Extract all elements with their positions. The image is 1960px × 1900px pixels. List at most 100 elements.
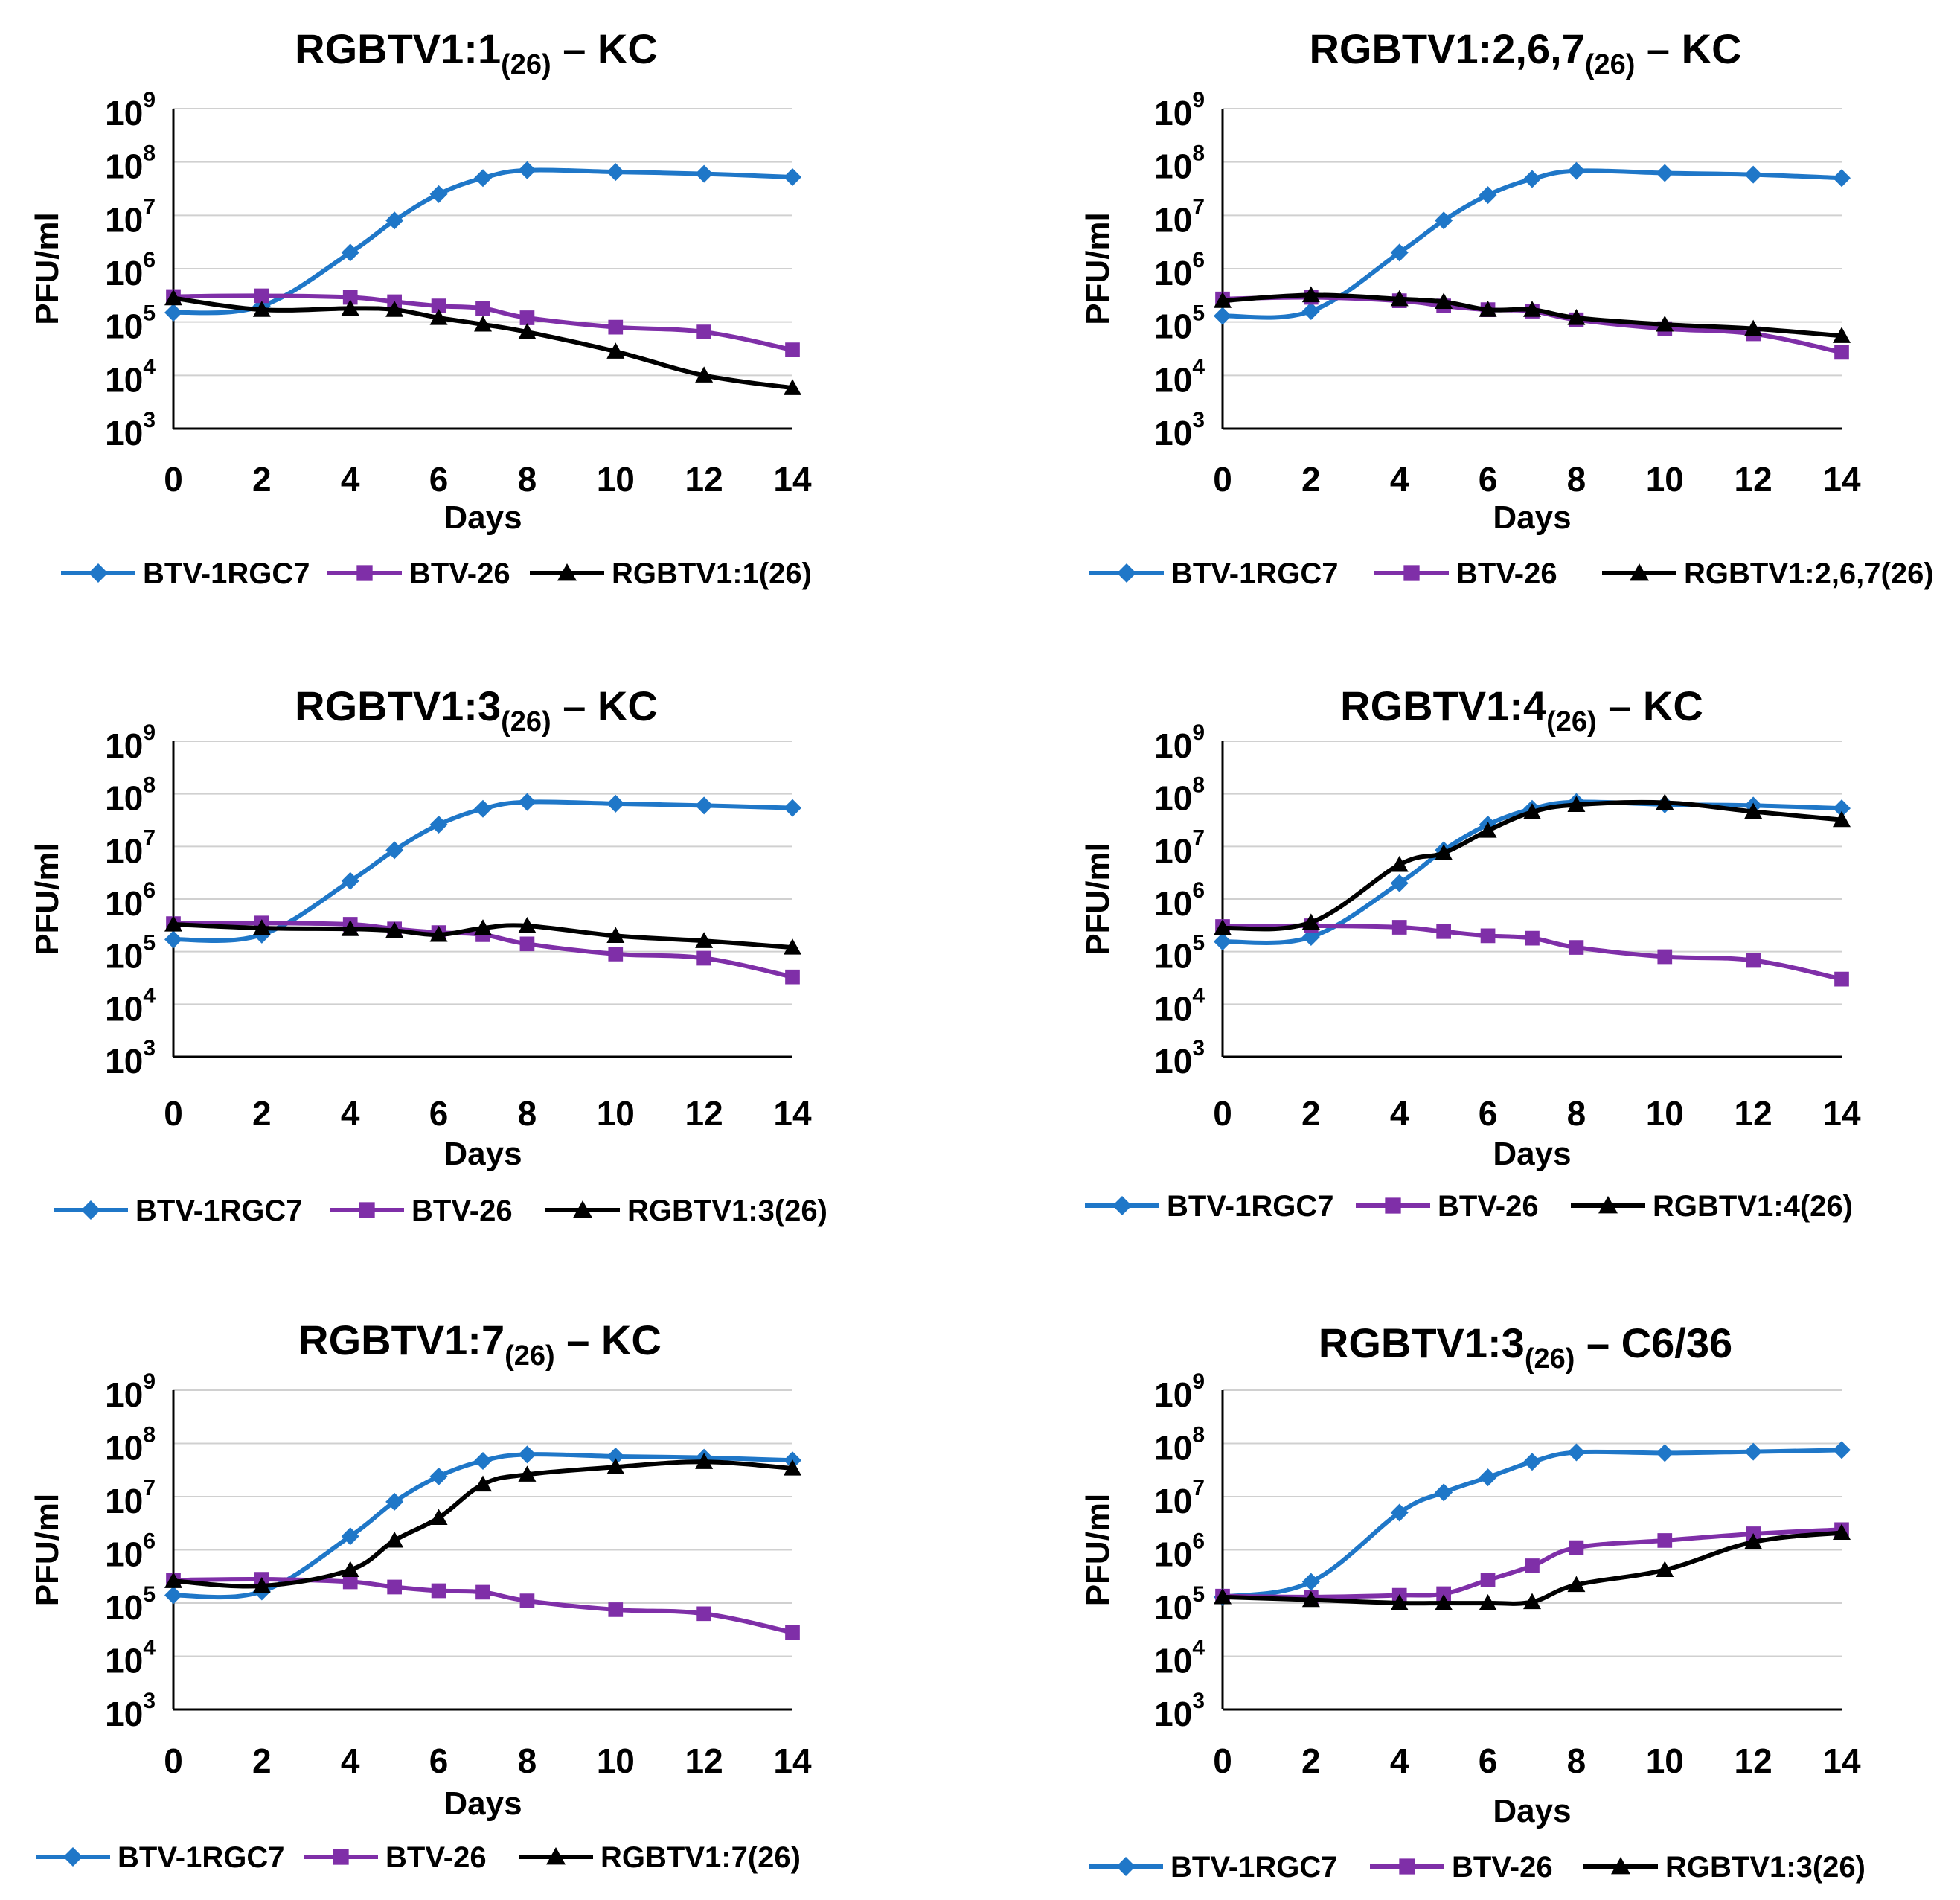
legend-label: RGBTV1:3(26) [627,1194,827,1227]
data-point-diamond [385,841,404,860]
data-point-diamond [606,163,625,182]
series-line-3 [1222,1530,1842,1606]
legend-label: BTV-1RGC7 [1170,1851,1338,1884]
y-tick-label: 107 [105,1476,156,1520]
x-tick-label: 12 [1735,460,1772,499]
data-point-diamond [1833,799,1851,818]
y-tick-label: 104 [105,1636,156,1680]
data-point-triangle [1744,1533,1763,1549]
data-point-triangle [784,1459,801,1476]
y-tick-label: 108 [105,141,156,186]
data-point-triangle [784,379,801,395]
chart-title: RGBTV1:2,6,7(26) – KC [1309,25,1741,80]
data-point-triangle [1390,1594,1409,1610]
y-tick-label: 109 [1154,88,1205,132]
data-point-diamond [784,168,801,187]
y-tick-label: 103 [105,408,156,452]
data-point-triangle [1523,301,1541,317]
x-tick-label: 10 [597,1741,635,1780]
legend-label: BTV-26 [411,1194,513,1227]
x-axis-title: Days [1493,1136,1571,1172]
series-line-3 [173,1459,793,1589]
x-tick-label: 8 [518,1094,537,1133]
y-tick-label: 105 [105,301,156,346]
data-point-triangle [1214,292,1232,308]
x-tick-label: 2 [252,460,272,499]
chart-title: RGBTV1:1(26) – KC [295,25,658,80]
x-tick-label: 10 [1646,1741,1684,1780]
y-tick-label: 107 [1154,1476,1205,1520]
legend-marker-triangle [1611,1857,1630,1875]
data-point-triangle [1567,308,1586,325]
data-point-diamond [1744,165,1763,184]
data-point-diamond [784,799,801,817]
data-point-diamond [429,185,448,203]
data-point-diamond [1523,1453,1541,1471]
y-tick-label: 104 [1154,1636,1205,1680]
legend-label: BTV-1RGC7 [1167,1190,1334,1223]
data-point-diamond [606,794,625,813]
data-point-diamond [1656,164,1674,182]
y-tick-label: 103 [1154,1689,1205,1733]
data-point-diamond [1301,1573,1320,1591]
y-tick-label: 106 [105,1529,156,1574]
data-point-square [342,1574,358,1590]
y-tick-label: 106 [1154,878,1205,923]
data-point-triangle [695,366,714,383]
x-tick-label: 2 [1301,1094,1321,1133]
x-tick-label: 2 [1301,460,1321,499]
x-tick-label: 4 [1390,1094,1409,1133]
legend-label: BTV-26 [409,557,510,590]
y-tick-label: 105 [105,1582,156,1627]
legend-marker-square [359,1202,375,1218]
x-tick-label: 6 [1479,1094,1498,1133]
x-tick-label: 10 [597,460,635,499]
y-tick-label: 103 [105,1689,156,1733]
legend-label: BTV-26 [1452,1851,1553,1884]
x-tick-label: 6 [429,460,449,499]
series-line-2 [173,1576,793,1635]
legend-marker-square [1399,1858,1415,1875]
y-tick-label: 103 [1154,408,1205,452]
y-axis-title: PFU/ml [1080,842,1116,956]
data-point-triangle [1435,1594,1453,1610]
x-tick-label: 0 [164,1741,183,1780]
data-point-diamond [1744,1442,1763,1461]
data-point-diamond [474,169,492,188]
x-axis-title: Days [1493,1793,1571,1829]
y-tick-label: 109 [105,88,156,132]
data-point-square [1834,971,1849,987]
data-point-square [608,1602,624,1617]
x-tick-label: 8 [518,1741,537,1780]
data-point-diamond [1479,1468,1497,1487]
legend-label: BTV-26 [1456,557,1557,590]
x-tick-label: 12 [1735,1094,1772,1133]
data-point-triangle [385,301,404,317]
x-tick-label: 10 [1646,1094,1684,1133]
x-tick-label: 0 [1213,460,1232,499]
x-tick-label: 6 [1479,1741,1498,1780]
data-point-diamond [1214,933,1232,951]
data-point-diamond [1656,1444,1674,1462]
data-point-triangle [1833,1523,1851,1541]
data-point-triangle [1833,810,1851,828]
data-point-triangle [385,921,404,938]
data-point-triangle [1390,855,1409,872]
data-point-triangle [429,925,448,942]
x-tick-label: 0 [1213,1094,1232,1133]
legend-marker-triangle [1630,563,1649,581]
x-tick-label: 14 [1822,1741,1861,1780]
legend-marker-square [356,565,373,581]
y-axis-title: PFU/ml [29,842,65,956]
x-tick-label: 6 [429,1094,449,1133]
data-point-triangle [1479,1594,1497,1610]
data-point-triangle [341,1561,359,1578]
x-axis-title: Days [1493,499,1571,536]
legend-label: BTV-26 [1438,1190,1539,1223]
x-tick-label: 12 [685,1094,723,1133]
x-tick-label: 4 [1390,1741,1409,1780]
y-axis-title: PFU/ml [1080,1494,1116,1607]
x-tick-label: 14 [1822,1094,1861,1133]
